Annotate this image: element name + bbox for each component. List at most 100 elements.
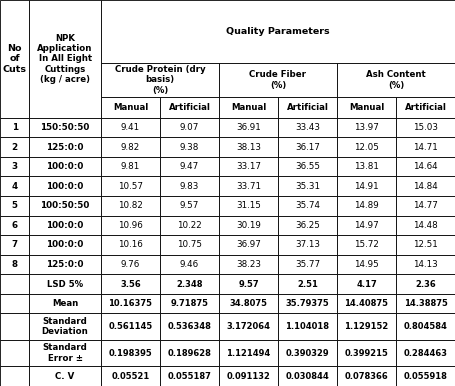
Bar (396, 216, 455, 235)
Bar (101, 366, 160, 386)
Bar (0, 137, 29, 157)
Bar (29, 157, 101, 176)
Bar (278, 366, 337, 386)
Bar (160, 96, 219, 118)
Text: Crude Protein (dry
basis)
(%): Crude Protein (dry basis) (%) (115, 65, 205, 95)
Text: 0.198395: 0.198395 (109, 349, 152, 358)
Text: 125:0:0: 125:0:0 (46, 143, 84, 152)
Text: 100:0:0: 100:0:0 (46, 240, 84, 249)
Text: 33.71: 33.71 (236, 182, 261, 191)
Text: 2.51: 2.51 (297, 279, 318, 289)
Text: 9.47: 9.47 (180, 162, 199, 171)
Text: No
of
Cuts: No of Cuts (3, 44, 26, 74)
Text: 2.348: 2.348 (176, 279, 203, 289)
Text: 12.51: 12.51 (413, 240, 438, 249)
Bar (219, 63, 337, 96)
Text: 0.055918: 0.055918 (404, 372, 447, 381)
Bar (219, 340, 278, 366)
Bar (160, 118, 219, 137)
Bar (396, 196, 455, 216)
Bar (396, 294, 455, 313)
Text: 14.64: 14.64 (413, 162, 438, 171)
Bar (396, 274, 455, 294)
Bar (29, 294, 101, 313)
Bar (0, 313, 29, 340)
Text: 5: 5 (11, 201, 18, 210)
Text: 2.36: 2.36 (415, 279, 436, 289)
Bar (101, 63, 219, 96)
Text: 3.56: 3.56 (120, 279, 141, 289)
Bar (219, 255, 278, 274)
Text: 9.81: 9.81 (121, 162, 140, 171)
Bar (0, 235, 29, 255)
Bar (101, 176, 160, 196)
Text: 1.121494: 1.121494 (226, 349, 271, 358)
Text: 36.17: 36.17 (295, 143, 320, 152)
Text: 10.57: 10.57 (118, 182, 143, 191)
Bar (101, 0, 455, 63)
Bar (219, 294, 278, 313)
Text: 15.72: 15.72 (354, 240, 379, 249)
Bar (278, 96, 337, 118)
Bar (29, 274, 101, 294)
Bar (101, 313, 160, 340)
Text: 10.16375: 10.16375 (108, 299, 152, 308)
Text: 9.38: 9.38 (180, 143, 199, 152)
Text: C. V: C. V (56, 372, 75, 381)
Text: 9.41: 9.41 (121, 123, 140, 132)
Bar (101, 340, 160, 366)
Bar (278, 157, 337, 176)
Bar (337, 137, 396, 157)
Text: 36.97: 36.97 (236, 240, 261, 249)
Text: Manual: Manual (113, 103, 148, 112)
Text: 10.16: 10.16 (118, 240, 143, 249)
Bar (278, 255, 337, 274)
Bar (396, 137, 455, 157)
Text: 0.284463: 0.284463 (404, 349, 448, 358)
Text: 14.48: 14.48 (413, 221, 438, 230)
Bar (337, 196, 396, 216)
Bar (278, 274, 337, 294)
Bar (396, 235, 455, 255)
Text: 35.31: 35.31 (295, 182, 320, 191)
Text: 14.40875: 14.40875 (344, 299, 389, 308)
Text: 9.57: 9.57 (238, 279, 259, 289)
Text: Artificial: Artificial (287, 103, 329, 112)
Bar (101, 196, 160, 216)
Bar (278, 137, 337, 157)
Bar (337, 255, 396, 274)
Text: 1.129152: 1.129152 (344, 322, 389, 331)
Bar (160, 294, 219, 313)
Bar (0, 176, 29, 196)
Text: 100:0:0: 100:0:0 (46, 162, 84, 171)
Bar (160, 274, 219, 294)
Text: Standard
Error ±: Standard Error ± (43, 344, 87, 363)
Text: 9.82: 9.82 (121, 143, 140, 152)
Bar (219, 196, 278, 216)
Text: Ash Content
(%): Ash Content (%) (366, 70, 426, 90)
Text: Crude Fiber
(%): Crude Fiber (%) (249, 70, 307, 90)
Text: 9.76: 9.76 (121, 260, 140, 269)
Bar (278, 340, 337, 366)
Bar (278, 216, 337, 235)
Text: 14.38875: 14.38875 (404, 299, 447, 308)
Bar (337, 294, 396, 313)
Text: 10.75: 10.75 (177, 240, 202, 249)
Text: 6: 6 (11, 221, 18, 230)
Text: 14.97: 14.97 (354, 221, 379, 230)
Text: Artificial: Artificial (404, 103, 446, 112)
Bar (29, 0, 101, 118)
Text: 1: 1 (11, 123, 18, 132)
Bar (337, 274, 396, 294)
Text: LSD 5%: LSD 5% (47, 279, 83, 289)
Text: 9.46: 9.46 (180, 260, 199, 269)
Bar (160, 255, 219, 274)
Bar (160, 313, 219, 340)
Bar (101, 216, 160, 235)
Text: 10.82: 10.82 (118, 201, 143, 210)
Bar (337, 176, 396, 196)
Bar (160, 157, 219, 176)
Bar (101, 118, 160, 137)
Bar (396, 157, 455, 176)
Text: 9.83: 9.83 (180, 182, 199, 191)
